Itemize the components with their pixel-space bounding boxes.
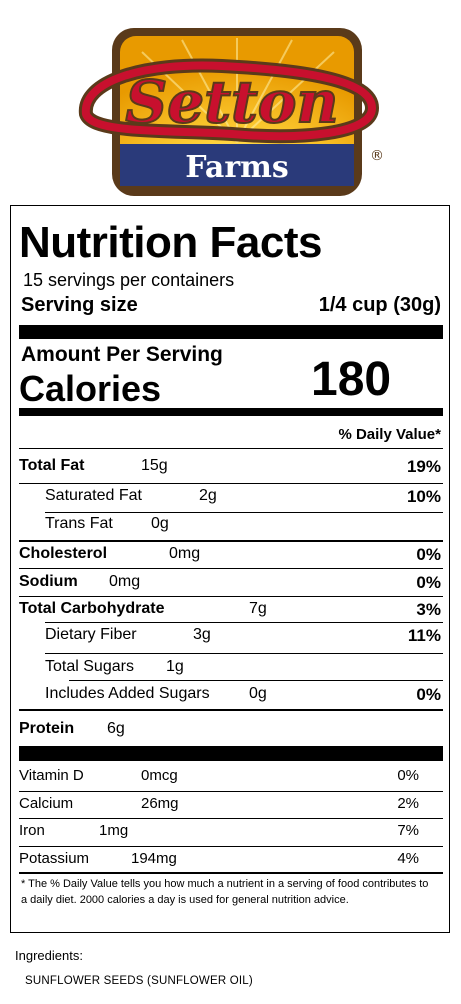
label-title: Nutrition Facts [19,218,322,267]
dietary-fiber-amount: 3g [193,626,211,643]
iron-label: Iron [19,822,45,839]
protein-amount: 6g [107,720,125,737]
dietary-fiber-dv: 11% [407,626,441,645]
divider [19,568,443,569]
saturated-fat-dv: 10% [406,487,441,506]
calcium-dv: 2% [397,795,419,812]
divider [19,872,443,874]
total-carbohydrate-amount: 7g [249,600,267,617]
potassium-label: Potassium [19,850,90,867]
daily-value-header: % Daily Value* [338,426,441,443]
cholesterol-amount: 0mg [169,545,201,562]
serving-size-value: 1/4 cup (30g) [318,294,441,316]
servings-per-container: 15 servings per containers [23,270,235,290]
cholesterol-label: Cholesterol [19,545,108,562]
calcium-amount: 26mg [141,795,179,812]
total-fat-amount: 15g [141,457,168,474]
trans-fat-amount: 0g [151,515,169,532]
vitamin-d-dv: 0% [397,767,419,784]
divider [19,709,443,711]
iron-amount: 1mg [99,822,129,839]
total-fat-label: Total Fat [19,457,85,474]
daily-value-footnote: * The % Daily Value tells you how much a… [21,878,429,906]
total-sugars-amount: 1g [166,658,184,675]
cholesterol-dv: 0% [416,545,441,564]
sodium-dv: 0% [416,573,441,592]
divider [45,653,443,654]
registered-mark: ® [370,148,384,164]
saturated-fat-amount: 2g [199,487,217,504]
divider [45,512,443,513]
iron-dv: 7% [397,822,419,839]
thick-divider [19,746,443,761]
setton-farms-logo: Setton Farms ® [78,28,384,196]
total-carbohydrate-dv: 3% [416,600,441,619]
total-fat-dv: 19% [406,457,441,476]
sodium-label: Sodium [19,573,78,590]
dietary-fiber-label: Dietary Fiber [45,626,137,643]
calcium-label: Calcium [19,795,74,812]
divider [19,818,443,819]
saturated-fat-label: Saturated Fat [45,487,142,504]
logo-wordmark: Setton [125,68,338,136]
amount-per-serving: Amount Per Serving [21,343,223,366]
divider [19,483,443,484]
divider [19,846,443,847]
added-sugars-amount: 0g [249,685,267,702]
total-carbohydrate-label: Total Carbohydrate [19,600,165,617]
added-sugars-label: Includes Added Sugars [45,685,210,702]
ingredients-heading: Ingredients: [15,948,83,963]
calories-value: 180 [311,353,392,406]
divider [45,622,443,623]
nutrition-facts-panel: Nutrition Facts 15 servings per containe… [10,205,450,933]
total-sugars-label: Total Sugars [45,658,134,675]
medium-divider [19,408,443,416]
logo-banner [120,144,354,186]
calories-label: Calories [19,368,162,409]
vitamin-d-label: Vitamin D [19,767,84,784]
sodium-amount: 0mg [109,573,141,590]
divider [19,448,443,449]
vitamin-d-amount: 0mcg [141,767,178,784]
potassium-dv: 4% [397,850,419,867]
divider [69,680,443,681]
serving-size-label: Serving size [21,294,138,316]
added-sugars-dv: 0% [416,685,441,704]
protein-label: Protein [19,720,75,737]
ingredients-list: SUNFLOWER SEEDS (SUNFLOWER OIL) [25,975,253,987]
divider [19,540,443,542]
thick-divider [19,325,443,339]
logo-farms-text: Farms [185,150,289,185]
divider [19,791,443,792]
trans-fat-label: Trans Fat [45,515,113,532]
divider [19,596,443,597]
potassium-amount: 194mg [131,850,177,867]
